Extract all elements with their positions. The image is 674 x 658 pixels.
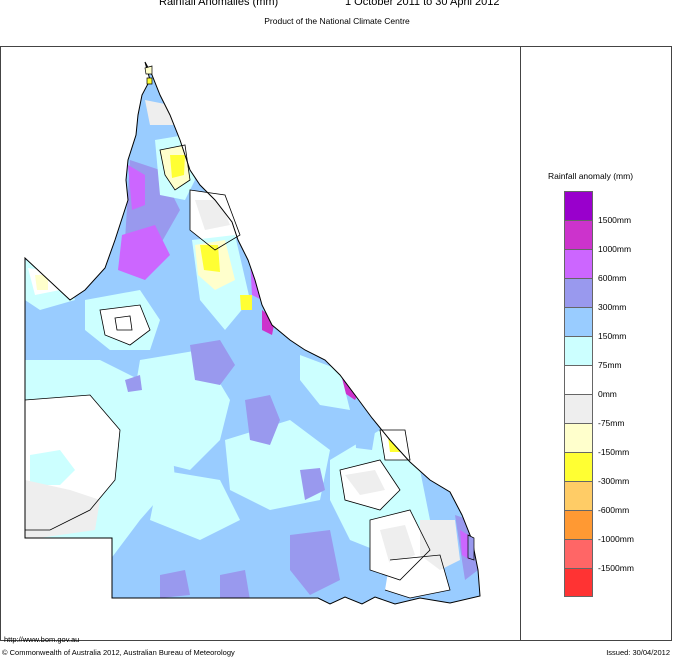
map-subtitle: Product of the National Climate Centre: [264, 16, 410, 26]
island: [146, 77, 153, 85]
anomaly-region: [420, 520, 460, 570]
anomaly-region: [128, 165, 145, 210]
legend-swatch: [564, 191, 593, 220]
legend-swatch: [564, 278, 593, 307]
contour-line: [114, 315, 133, 331]
anomaly-region: [300, 355, 350, 410]
anomaly-region: [160, 570, 190, 598]
anomaly-region: [35, 275, 48, 290]
anomaly-region: [118, 225, 170, 280]
frame-divider: [520, 46, 521, 641]
anomaly-region: [385, 555, 450, 598]
queensland-anomaly-map: [24, 61, 481, 605]
copyright-text: © Commonwealth of Australia 2012, Austra…: [2, 648, 235, 657]
legend-label: 1500mm: [598, 215, 632, 225]
legend-swatch: [564, 510, 593, 539]
legend-swatch: [564, 336, 593, 365]
legend-swatch: [564, 568, 593, 597]
contour-line: [379, 429, 411, 461]
island: [144, 65, 153, 75]
anomaly-region: [300, 468, 325, 500]
anomaly-region: [355, 430, 375, 450]
anomaly-region: [240, 295, 252, 310]
contour-line: [384, 554, 451, 599]
contour-line: [159, 144, 191, 191]
contour-line: [189, 189, 241, 251]
contour-line: [99, 304, 151, 346]
anomaly-region: [460, 530, 470, 560]
anomaly-region: [25, 480, 100, 540]
legend-label: -600mm: [598, 505, 630, 515]
issued-date: Issued: 30/04/2012: [606, 648, 670, 657]
legend-label: 75mm: [598, 360, 622, 370]
legend-label: 1000mm: [598, 244, 632, 254]
legend-swatch: [564, 452, 593, 481]
legend-label: -150mm: [598, 447, 630, 457]
anomaly-region: [200, 245, 220, 272]
legend-label: 150mm: [598, 331, 627, 341]
anomaly-region: [190, 340, 235, 385]
contour-line: [369, 509, 431, 581]
legend-swatch: [564, 423, 593, 452]
legend-label: -1000mm: [598, 534, 634, 544]
period-text: 1 October 2011 to 30 April 2012: [345, 0, 500, 8]
anomaly-region: [220, 570, 250, 600]
legend-swatch: [564, 481, 593, 510]
anomaly-region: [290, 530, 340, 595]
anomaly-region: [388, 436, 402, 452]
contour-line: [339, 459, 401, 511]
legend-label: -1500mm: [598, 563, 634, 573]
anomaly-region: [345, 470, 385, 495]
website-url[interactable]: http://www.bom.gov.au: [4, 635, 80, 644]
legend-label: 600mm: [598, 273, 627, 283]
island: [467, 534, 475, 561]
legend-title: Rainfall anomaly (mm): [548, 171, 634, 181]
color-legend: [564, 191, 594, 597]
anomaly-region: [262, 310, 275, 335]
anomaly-region: [100, 305, 150, 345]
anomaly-region: [30, 450, 75, 485]
legend-label: -75mm: [598, 418, 625, 428]
legend-label: 300mm: [598, 302, 627, 312]
legend-swatch: [564, 220, 593, 249]
legend-swatch: [564, 539, 593, 568]
map-title: Rainfall Anomalies (mm) 1 October 2011 t…: [0, 0, 674, 12]
title-text: Rainfall Anomalies (mm): [159, 0, 279, 8]
contour-line: [24, 394, 121, 531]
anomaly-region: [125, 375, 142, 392]
legend-label: -300mm: [598, 476, 630, 486]
legend-label: 0mm: [598, 389, 617, 399]
anomaly-region: [380, 525, 415, 565]
anomaly-region: [170, 155, 185, 178]
legend-swatch: [564, 307, 593, 336]
anomaly-region: [245, 395, 280, 445]
anomaly-region: [150, 470, 240, 540]
legend-swatch: [564, 394, 593, 423]
legend-swatch: [564, 365, 593, 394]
state-boundary: [24, 61, 481, 605]
legend-swatch: [564, 249, 593, 278]
anomaly-region: [145, 100, 175, 125]
